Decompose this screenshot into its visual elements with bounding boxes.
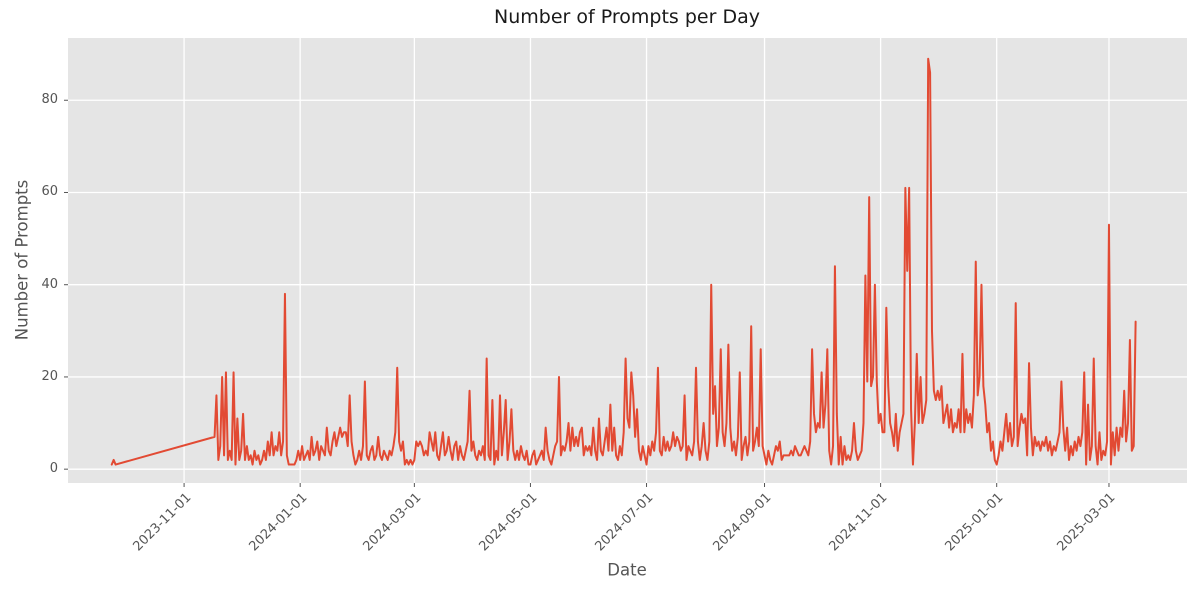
y-tick-label: 40 <box>41 276 58 292</box>
y-tick-label: 60 <box>41 184 58 200</box>
x-axis-label: Date <box>607 560 647 580</box>
y-tick-label: 80 <box>41 92 58 108</box>
chart-title: Number of Prompts per Day <box>494 6 760 28</box>
prompts-line <box>110 57 1137 466</box>
y-tick-label: 0 <box>49 461 58 477</box>
y-axis-label: Number of Prompts <box>12 179 32 341</box>
y-tick-label: 20 <box>41 368 58 384</box>
